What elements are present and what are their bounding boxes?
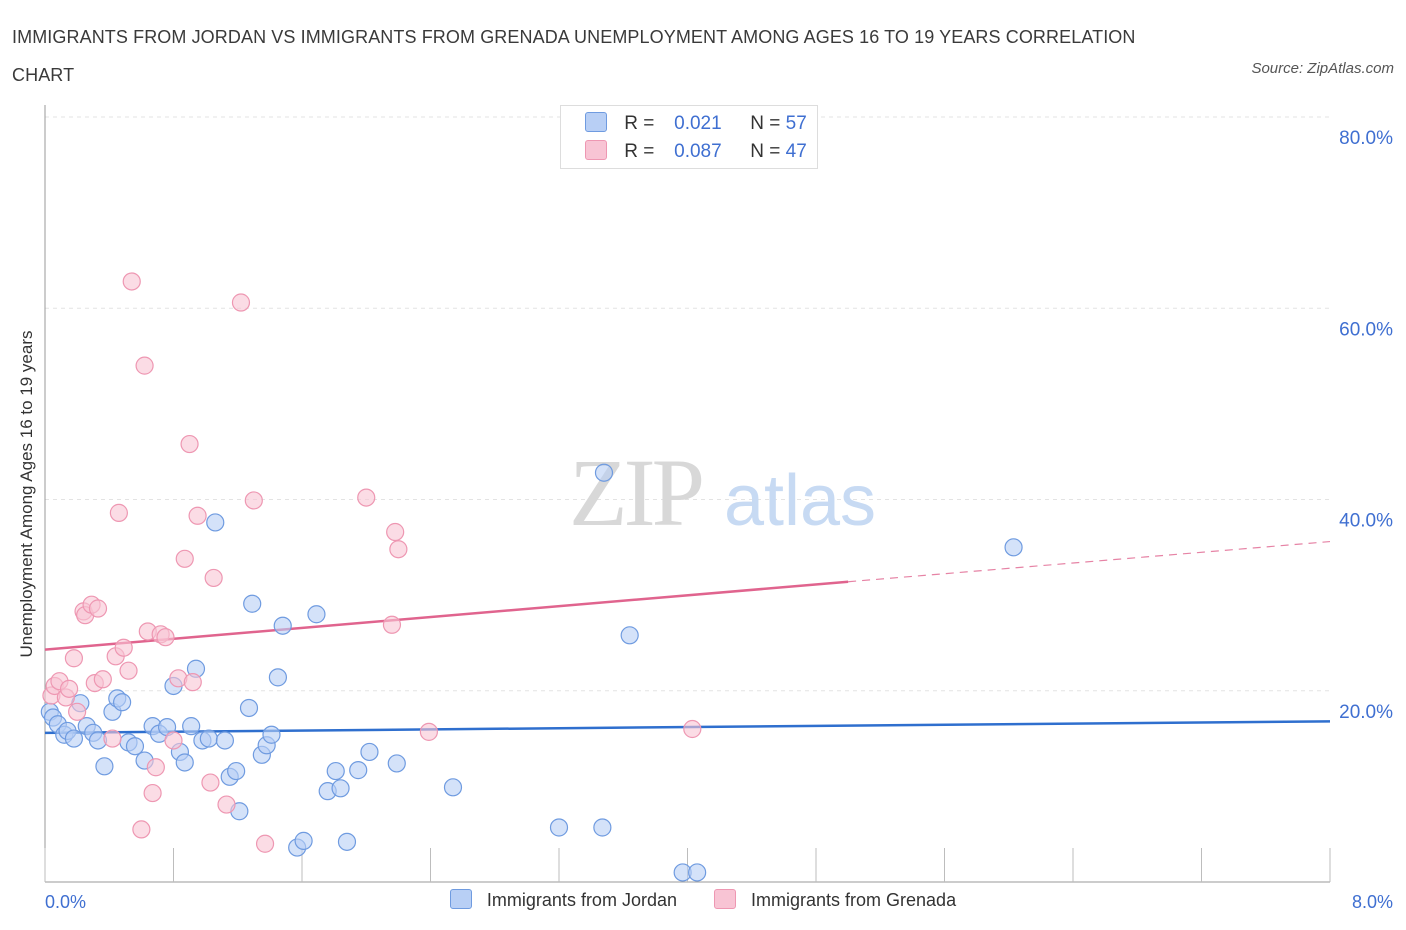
series-swatch-jordan	[449, 889, 472, 909]
legend-r-label: R =	[624, 141, 655, 162]
point-jordan	[112, 693, 132, 712]
point-grenada	[114, 638, 133, 657]
point-jordan	[175, 753, 194, 772]
trend-layer	[44, 540, 1331, 735]
legend-n-label: N =	[750, 113, 781, 134]
point-grenada	[59, 679, 79, 698]
point-jordan	[387, 754, 406, 773]
legend-n-value-grenada: 47	[785, 141, 807, 162]
point-grenada	[231, 293, 251, 312]
point-grenada	[389, 540, 408, 559]
point-jordan	[1004, 538, 1023, 557]
watermark-atlas: atlas	[724, 461, 876, 541]
series-swatch-grenada	[714, 889, 736, 909]
point-jordan	[594, 463, 614, 482]
point-grenada	[146, 758, 165, 777]
point-grenada	[164, 731, 183, 750]
y-tick-label: 40.0%	[1339, 511, 1393, 532]
grid-layer	[45, 116, 1330, 692]
point-grenada	[109, 503, 128, 522]
point-grenada	[217, 795, 236, 814]
point-grenada	[180, 434, 199, 454]
point-jordan	[307, 605, 326, 624]
point-grenada	[68, 702, 87, 721]
point-grenada	[419, 722, 438, 741]
series-legend: Immigrants from Jordan Immigrants from G…	[0, 889, 1406, 911]
point-grenada	[93, 670, 112, 689]
point-jordan	[182, 717, 201, 736]
point-jordan	[593, 818, 612, 837]
y-tick-label: 60.0%	[1339, 319, 1393, 340]
point-grenada	[175, 549, 194, 568]
y-tick-label: 80.0%	[1339, 128, 1393, 149]
chart-title: IMMIGRANTS FROM JORDAN VS IMMIGRANTS FRO…	[12, 27, 1136, 85]
x-tick-label-min: 0.0%	[45, 892, 86, 912]
point-jordan	[294, 831, 313, 850]
point-jordan	[239, 698, 259, 718]
point-grenada	[143, 783, 162, 803]
point-grenada	[103, 729, 122, 748]
point-jordan	[206, 513, 225, 532]
point-jordan	[331, 779, 350, 798]
point-grenada	[183, 673, 202, 692]
point-grenada	[357, 488, 376, 507]
series-legend-jordan[interactable]: Immigrants from Jordan	[449, 889, 677, 911]
point-jordan	[199, 729, 218, 748]
series-label-jordan: Immigrants from Jordan	[486, 890, 677, 910]
point-grenada	[119, 661, 138, 680]
y-tick-label: 20.0%	[1339, 702, 1393, 723]
point-jordan	[688, 863, 707, 882]
point-grenada	[156, 628, 175, 647]
point-jordan	[227, 761, 246, 781]
point-jordan	[337, 832, 357, 851]
legend-swatch-grenada	[585, 140, 607, 160]
legend-r-value-jordan: 0.021	[674, 113, 722, 134]
legend-row-jordan: R = 0.021 N = 57	[585, 112, 807, 136]
legend-row-grenada: R = 0.087 N = 47	[585, 140, 807, 164]
point-grenada	[683, 719, 702, 739]
x-tick-label-max: 8.0%	[1352, 892, 1393, 912]
trend-line-grenada	[44, 580, 849, 651]
point-jordan	[443, 778, 463, 797]
point-grenada	[382, 615, 402, 634]
point-jordan	[620, 626, 639, 645]
point-jordan	[95, 757, 114, 776]
point-grenada	[64, 649, 84, 668]
point-grenada	[386, 522, 405, 542]
point-grenada	[201, 773, 220, 792]
legend-r-value-grenada: 0.087	[674, 141, 722, 162]
point-grenada	[122, 272, 141, 291]
point-jordan	[215, 731, 234, 750]
source-label: Source: ZipAtlas.com	[1251, 60, 1394, 77]
point-jordan	[262, 725, 281, 744]
series-label-grenada: Immigrants from Grenada	[751, 890, 957, 910]
point-jordan	[549, 818, 569, 837]
points-layer	[40, 272, 1023, 882]
point-jordan	[326, 761, 345, 781]
point-grenada	[244, 491, 263, 510]
point-grenada	[132, 820, 151, 839]
legend-r-label: R =	[624, 113, 655, 134]
point-grenada	[88, 599, 108, 618]
point-jordan	[125, 737, 145, 756]
series-legend-grenada[interactable]: Immigrants from Grenada	[714, 889, 956, 911]
trend-extension-grenada	[848, 540, 1331, 583]
point-jordan	[349, 761, 368, 780]
watermark-zip: ZIP	[569, 439, 702, 546]
point-grenada	[135, 356, 154, 375]
legend-swatch-jordan	[585, 112, 607, 132]
point-jordan	[268, 668, 288, 687]
point-jordan	[273, 616, 292, 635]
point-grenada	[188, 506, 207, 525]
point-jordan	[64, 729, 84, 748]
legend-n-value-jordan: 57	[785, 113, 807, 134]
point-jordan	[243, 594, 262, 613]
legend-n-label: N =	[750, 141, 781, 162]
point-grenada	[204, 568, 223, 588]
point-jordan	[360, 742, 379, 762]
correlation-legend: R = 0.021 N = 57 R = 0.087 N = 47	[560, 105, 818, 169]
point-grenada	[255, 834, 275, 853]
tick-label-layer: 20.0% 40.0% 60.0% 80.0% 0.0% 8.0%	[45, 128, 1393, 912]
